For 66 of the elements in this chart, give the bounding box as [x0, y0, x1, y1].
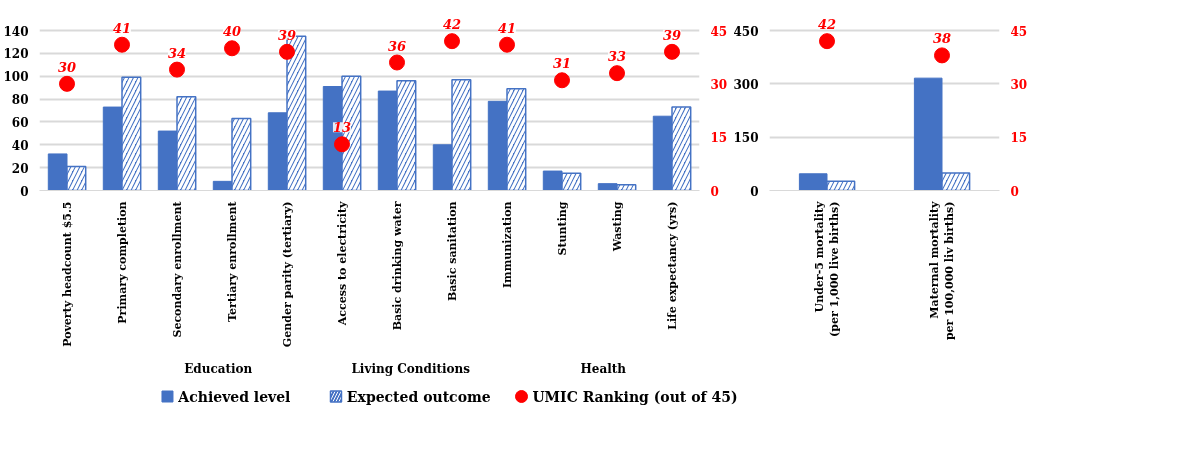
x-tick-label: Access to electricity — [335, 200, 349, 327]
y2-tick-label: 45 — [710, 24, 728, 39]
text: Health — [580, 361, 627, 376]
y2-tick-label: 45 — [1010, 24, 1028, 39]
x-tick-label: Stunting — [555, 201, 569, 256]
x-tick-label: Under-5 mortality (per 1,000 live births) — [812, 200, 842, 338]
data-label: 40 — [222, 24, 242, 40]
point — [554, 72, 570, 89]
point — [389, 54, 405, 71]
data-label: 41 — [497, 20, 517, 36]
point — [279, 43, 295, 60]
data-label: 13 — [332, 120, 352, 136]
text: Living Conditions — [351, 361, 471, 376]
point — [609, 65, 625, 82]
y2-tick-label: 15 — [710, 131, 728, 146]
y-tick-label: 40 — [11, 138, 29, 153]
data-label: 36 — [387, 38, 407, 54]
point — [224, 40, 240, 57]
data-label: 30 — [57, 59, 77, 75]
data-label: 42 — [442, 17, 462, 33]
data-label: 33 — [607, 49, 627, 65]
y-tick-label: 150 — [733, 131, 759, 146]
x-tick-label: Life expectancy (yrs) — [665, 201, 679, 330]
point — [444, 33, 460, 50]
y2-tick-label: 0 — [1010, 184, 1019, 199]
data-label: 39 — [277, 27, 297, 43]
x-tick-label: Wasting — [610, 201, 624, 253]
y2-tick-label: 0 — [710, 184, 719, 199]
x-tick-label: Basic sanitation — [445, 201, 459, 302]
data-label: 41 — [112, 20, 132, 36]
data-label: 39 — [662, 27, 682, 43]
point — [169, 61, 185, 78]
y-tick-label: 0 — [20, 184, 29, 199]
y-tick-label: 80 — [11, 93, 29, 108]
y-tick-label: 20 — [11, 161, 29, 176]
y-tick-label: 300 — [733, 77, 759, 92]
x-tick-label: Poverty headcount $5.5 — [60, 201, 74, 347]
data-label: 31 — [552, 56, 572, 72]
data-label: 38 — [932, 31, 952, 47]
point — [499, 36, 515, 53]
legend-label: Expected outcome — [346, 388, 491, 405]
legend-label: UMIC Ranking (out of 45) — [532, 388, 738, 405]
legend-label: Achieved level — [177, 388, 291, 405]
x-tick-label: Maternal mortality per 100,000 liv births) — [927, 200, 957, 341]
y-tick-label: 100 — [3, 70, 29, 85]
point — [59, 75, 75, 92]
x-tick-label: Immunization — [500, 201, 514, 289]
x-tick-label: Basic drinking water — [390, 201, 404, 331]
data-label: 34 — [167, 45, 187, 61]
y-tick-label: 450 — [733, 24, 759, 39]
y2-tick-label: 30 — [1010, 77, 1028, 92]
y2-tick-label: 30 — [710, 77, 728, 92]
y2-tick-label: 15 — [1010, 131, 1028, 146]
y-tick-label: 0 — [750, 184, 759, 199]
point — [334, 136, 350, 153]
x-tick-label: Primary completion — [115, 201, 129, 324]
data-label: 42 — [817, 17, 837, 33]
x-tick-label: Tertiary enrollment — [225, 200, 239, 322]
y-tick-label: 120 — [3, 47, 29, 62]
y-tick-label: 140 — [3, 24, 29, 39]
text: Education — [184, 361, 253, 376]
point — [664, 43, 680, 60]
y-tick-label: 60 — [11, 115, 29, 130]
x-tick-label: Gender parity (tertiary) — [280, 201, 294, 348]
x-tick-label: Secondary enrollment — [170, 200, 184, 338]
point — [114, 36, 130, 53]
